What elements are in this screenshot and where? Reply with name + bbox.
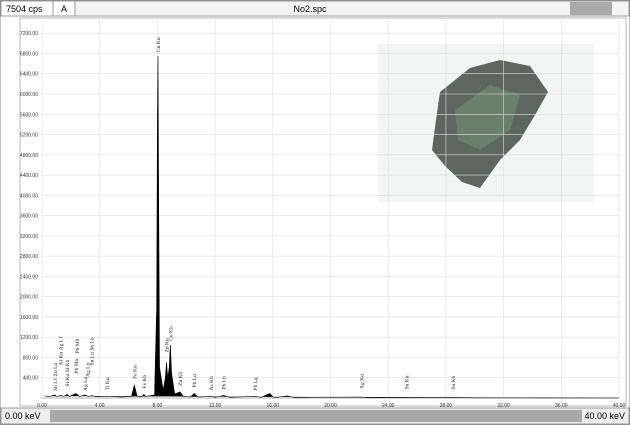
file-title: No2.spc bbox=[293, 4, 327, 14]
y-tick-label: 5200.00 bbox=[20, 133, 38, 139]
y-tick-label: 4400.00 bbox=[20, 173, 38, 179]
peak-label: Pb Lα bbox=[192, 374, 198, 388]
y-tick-label: 2400.00 bbox=[20, 274, 38, 280]
spectrum-window: 7504 cps A No2.spc 400.00 800.00 1200.00 16… bbox=[0, 0, 630, 425]
peak-label: Ag Kα bbox=[360, 374, 366, 389]
peak-label: Fe Kα bbox=[132, 365, 138, 379]
y-tick-label: 5600.00 bbox=[20, 112, 38, 118]
y-tick-label: 6800.00 bbox=[20, 51, 38, 57]
peak-label: Pb Mα bbox=[74, 358, 80, 373]
peak-label: Ti Kα bbox=[105, 377, 111, 390]
y-tick-label: 3600.00 bbox=[20, 214, 38, 220]
peak-label: Cu Kα bbox=[156, 37, 162, 52]
peak-label: Sn Lα Sn Lb bbox=[90, 337, 96, 365]
scrollbar-thumb[interactable] bbox=[570, 2, 612, 15]
peak-label: Al Kα Ag Lℓ bbox=[59, 336, 65, 366]
y-tick-label: 1200.00 bbox=[20, 335, 38, 341]
y-tick-label: 1600.00 bbox=[20, 315, 38, 321]
peak-label: As Kb bbox=[209, 376, 215, 390]
peak-label: Pb Mb bbox=[75, 338, 81, 353]
peak-label: Fe Kb bbox=[142, 375, 148, 389]
peak-label: Cu Kb bbox=[168, 326, 174, 341]
peak-label: Ag Lα bbox=[83, 377, 89, 391]
peak-label: Sn Lℓ Zn Lα bbox=[53, 363, 59, 391]
y-tick-label: 800.00 bbox=[23, 355, 39, 361]
mode-label: A bbox=[61, 4, 67, 14]
y-tick-label: 400.00 bbox=[23, 376, 39, 382]
y-tick-label: 7200.00 bbox=[20, 31, 38, 37]
peak-label: Sn Kα bbox=[405, 375, 411, 389]
cps-label: 7504 cps bbox=[6, 4, 43, 14]
y-tick-label: 2800.00 bbox=[20, 254, 38, 260]
peak-label: Zn Kb bbox=[178, 371, 184, 385]
y-tick-label: 3200.00 bbox=[20, 234, 38, 240]
peak-label: Si Kα Si Kb bbox=[65, 359, 71, 386]
peak-label: Sn Kb bbox=[451, 375, 457, 389]
peak-label: Pb Lb bbox=[222, 376, 228, 390]
y-tick-label: 6000.00 bbox=[20, 92, 38, 98]
y-tick-label: 6400.00 bbox=[20, 72, 38, 78]
x-end-label: 40.00 keV bbox=[584, 411, 625, 421]
range-slider[interactable] bbox=[50, 410, 582, 422]
y-tick-label: 4800.00 bbox=[20, 153, 38, 159]
y-tick-label: 4000.00 bbox=[20, 193, 38, 199]
x-start-label: 0.00 keV bbox=[5, 411, 41, 421]
y-tick-label: 2000.00 bbox=[20, 295, 38, 301]
peak-label: Pb Lg bbox=[253, 377, 259, 391]
